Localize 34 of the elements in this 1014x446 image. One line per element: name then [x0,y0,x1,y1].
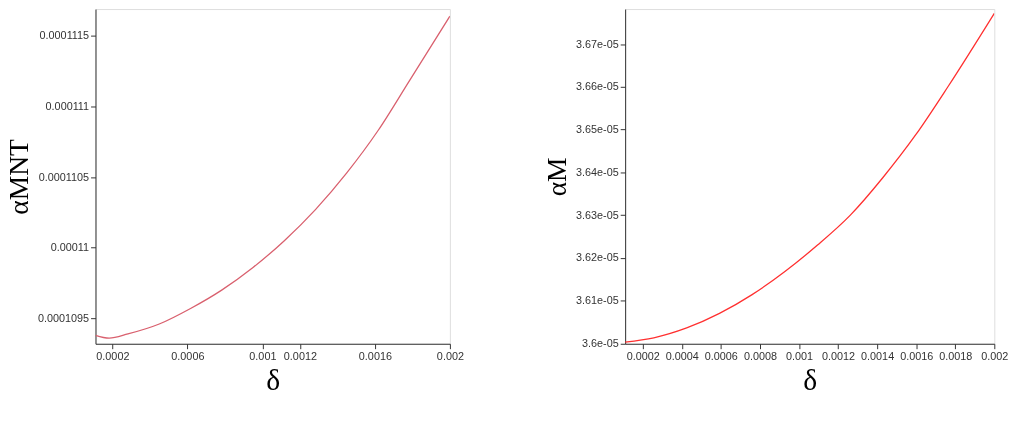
x-tick-label: 0.002 [981,350,1009,363]
x-tick-label: 0.0008 [743,350,777,363]
y-tick-label: 0.0001105 [38,170,90,183]
y-tick-label: 3.6e-05 [582,336,619,349]
x-tick-label: 0.0018 [939,350,973,363]
x-tick-label: 0.0014 [861,350,895,363]
y-axis-title: αM [541,157,573,197]
y-tick-label: 3.62e-05 [576,251,619,264]
y-tick-label: 3.64e-05 [576,165,619,178]
x-tick-label: 0.0012 [283,350,317,363]
y-tick-label: 0.0001095 [37,311,90,324]
y-axis-title: αMNT [3,138,35,215]
y-tick-label: 3.65e-05 [576,123,619,136]
x-tick-label: 0.0016 [900,350,934,363]
y-tick-label: 0.000111 [45,99,90,112]
x-tick-label: 0.0002 [626,350,660,363]
y-tick-label: 3.67e-05 [576,37,619,50]
y-tick-label: 3.63e-05 [576,208,619,221]
x-tick-label: 0.0006 [704,350,738,363]
y-tick-label: 0.0001115 [39,29,90,42]
y-tick-label: 0.00011 [50,241,90,254]
x-tick-label: 0.0002 [96,350,130,363]
x-tick-label: 0.001 [785,350,813,363]
x-tick-label: 0.0004 [665,350,699,363]
x-axis-title: δ [266,363,281,396]
line-series [95,15,450,339]
x-tick-label: 0.002 [436,350,464,363]
x-tick-label: 0.0016 [358,350,392,363]
x-tick-label: 0.0012 [822,350,856,363]
y-tick-label: 3.61e-05 [576,294,619,307]
x-tick-label: 0.001 [249,350,277,363]
x-tick-label: 0.0006 [171,350,205,363]
x-axis-title: δ [803,363,818,396]
y-tick-label: 3.66e-05 [576,80,619,93]
